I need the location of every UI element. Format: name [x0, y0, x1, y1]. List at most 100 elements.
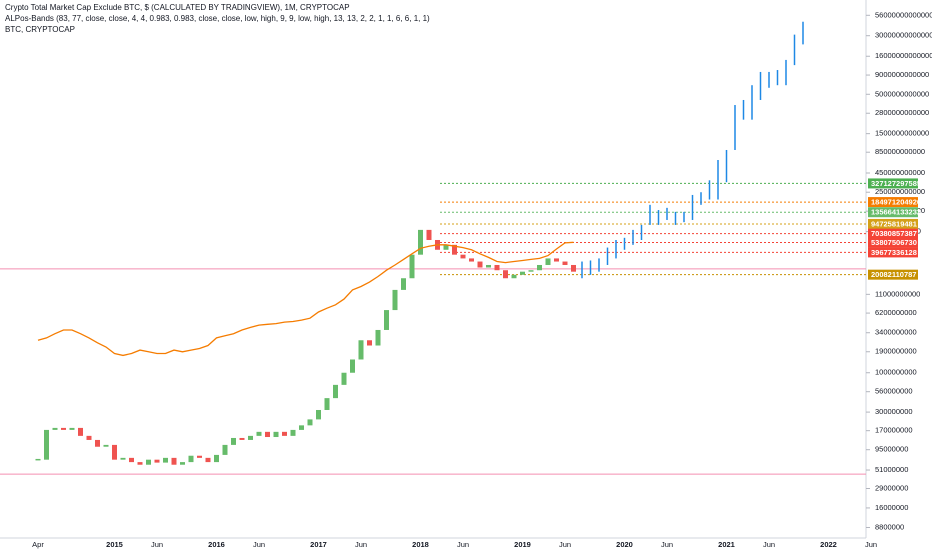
y-tick-label: 250000000000	[875, 187, 925, 196]
y-tick-label: 9000000000000	[875, 70, 929, 79]
y-tick-label: 6200000000	[875, 308, 917, 317]
x-tick-label: Jun	[253, 540, 265, 549]
candle	[537, 264, 542, 271]
candle	[511, 274, 517, 279]
candle	[248, 435, 253, 440]
y-tick-label: 450000000000	[875, 168, 925, 177]
x-tick-label: 2015	[106, 540, 123, 549]
indicator-line	[37, 241, 574, 357]
candle	[341, 372, 347, 385]
candle	[214, 454, 219, 463]
x-tick-label: 2018	[412, 540, 429, 549]
candle	[273, 431, 279, 438]
candle	[384, 310, 389, 330]
price-tag-label: 53807506730	[871, 238, 917, 247]
price-tag-label: 39677336128	[871, 248, 917, 257]
y-tick-label: 5000000000000	[875, 89, 929, 98]
candle	[418, 229, 423, 255]
candle	[86, 435, 92, 440]
candle	[477, 261, 483, 268]
price-tag	[868, 197, 918, 208]
candle	[426, 229, 432, 240]
candle	[545, 258, 551, 265]
x-tick-label: Apr	[32, 540, 44, 549]
candle	[256, 431, 262, 436]
candle	[103, 444, 109, 447]
price-tag-label: 70380857387	[871, 229, 917, 238]
candle	[528, 270, 534, 272]
x-tick-label: 2019	[514, 540, 531, 549]
candle	[112, 444, 117, 460]
price-tag-label: 327127297585	[871, 179, 921, 188]
price-tag	[868, 237, 918, 248]
candle	[350, 359, 355, 373]
candle	[222, 444, 228, 455]
y-tick-label: 300000000	[875, 407, 913, 416]
x-tick-label: 2016	[208, 540, 225, 549]
candle	[69, 427, 75, 430]
candle	[282, 431, 287, 436]
candle	[460, 254, 466, 259]
x-tick-label: Jun	[457, 540, 469, 549]
candle	[61, 427, 66, 430]
y-tick-label: 29000000	[875, 483, 908, 492]
x-tick-label: Jun	[661, 540, 673, 549]
price-tag	[868, 269, 918, 280]
candle	[163, 457, 168, 463]
y-tick-label: 1000000000	[875, 368, 917, 377]
x-tick-label: Jun	[151, 540, 163, 549]
x-tick-label: Jun	[865, 540, 877, 549]
candle	[401, 278, 406, 290]
y-tick-label: 850000000000	[875, 147, 925, 156]
y-tick-label: 95000000	[875, 445, 908, 454]
candle	[486, 264, 491, 268]
y-tick-label: 1500000000000	[875, 129, 929, 138]
candle	[324, 398, 330, 410]
chart-title: Crypto Total Market Cap Exclude BTC, $ (…	[5, 3, 350, 12]
y-tick-label: 1900000000	[875, 347, 917, 356]
candle	[146, 459, 151, 465]
y-tick-label: 30000000000000	[875, 31, 932, 40]
x-tick-label: Jun	[763, 540, 775, 549]
price-tag	[868, 207, 918, 218]
x-tick-label: Jun	[355, 540, 367, 549]
candle	[265, 431, 270, 438]
candle	[205, 457, 211, 463]
candle	[409, 254, 415, 279]
candle	[95, 439, 100, 447]
x-tick-label: 2021	[718, 540, 735, 549]
y-tick-label: 2800000000000	[875, 108, 929, 117]
candle	[239, 437, 245, 440]
candle	[494, 264, 500, 271]
price-tag-label: 20082110787	[871, 270, 916, 279]
candle	[120, 457, 126, 460]
candle	[503, 270, 508, 279]
candle	[375, 329, 381, 346]
y-tick-label: 3400000000	[875, 328, 917, 337]
candle	[171, 457, 177, 465]
legend-line: BTC, CRYPTOCAP	[5, 25, 75, 34]
price-tag	[868, 218, 918, 229]
candle	[392, 289, 398, 311]
plot-area	[0, 21, 866, 475]
x-tick-label: 2022	[820, 540, 837, 549]
y-tick-label: 16000000	[875, 503, 908, 512]
candle	[358, 340, 364, 360]
y-tick-label: 170000000	[875, 426, 913, 435]
x-tick-label: Jun	[559, 540, 571, 549]
indicator-label: ALPos-Bands (83, 77, close, close, 4, 4,…	[5, 14, 430, 23]
price-tag	[868, 247, 918, 258]
price-tag-label: 94725819481	[871, 219, 917, 228]
candle	[571, 264, 576, 272]
candle	[520, 271, 525, 275]
candle	[188, 455, 194, 463]
y-tick-label: 51000000	[875, 465, 908, 474]
candle	[299, 425, 304, 430]
candle	[367, 340, 372, 346]
y-tick-label: 11000000000	[875, 289, 920, 298]
candle	[469, 258, 474, 262]
candle	[307, 419, 313, 426]
price-tag-label: 184971204926	[871, 198, 921, 207]
candle	[137, 462, 143, 465]
